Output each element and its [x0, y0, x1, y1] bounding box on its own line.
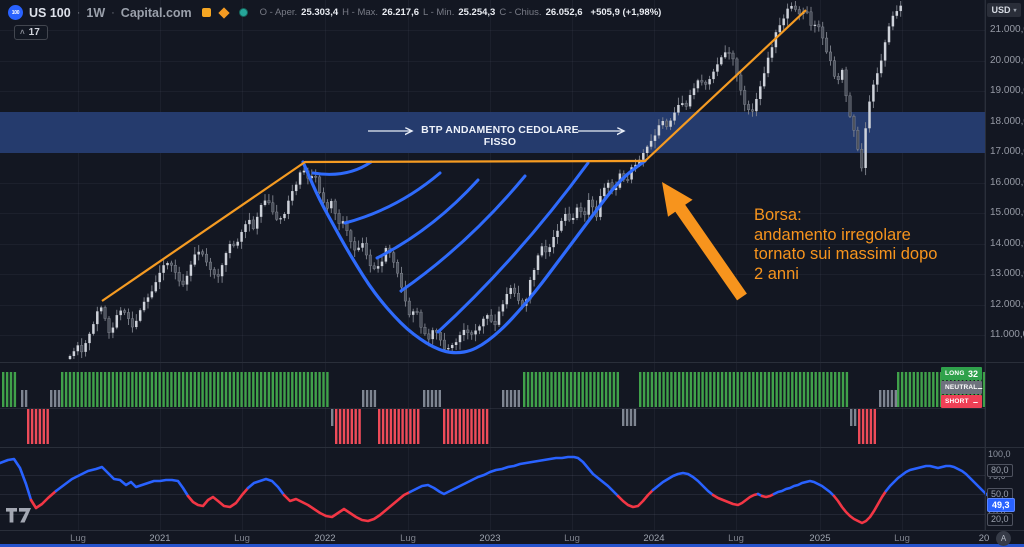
oscillator-axis-label: 80,0	[987, 464, 1013, 477]
note-line: 2 anni	[754, 264, 799, 283]
chevron-down-icon: ˄	[20, 28, 25, 37]
ohlc-value: 25.254,3	[458, 7, 496, 18]
ohlc-row: O - Aper. 25.303,4 H - Max. 26.217,6 L - Min…	[260, 7, 583, 18]
indicator-count: 17	[28, 27, 40, 38]
signal-badge: LONG 32	[941, 367, 982, 380]
symbol-logo: 100	[8, 5, 23, 20]
price-axis-label: 11.000,0	[990, 329, 1024, 340]
time-axis-label: 2024	[643, 533, 665, 544]
orange-trendline	[101, 9, 807, 302]
price-axis-label: 16.000,0	[990, 177, 1024, 188]
signal-badge-label: NEUTRAL	[945, 384, 978, 391]
signal-badge-value: –	[972, 396, 978, 407]
time-axis-label: 2025	[809, 533, 831, 544]
time-axis-label: Lug	[234, 533, 250, 544]
signal-badge-value: 32	[967, 368, 978, 379]
time-axis-label: 2021	[149, 533, 171, 544]
signal-badge: NEUTRAL –	[941, 381, 982, 394]
time-axis-label: 20	[978, 533, 990, 544]
ohlc-value: 26.217,6	[382, 7, 420, 18]
oscillator-layer	[0, 455, 992, 525]
note-line: andamento irregolare	[754, 225, 911, 244]
note-line: tornato sui massimi dopo	[754, 245, 938, 263]
candlestick-layer	[68, 1, 902, 360]
time-axis-label: 2023	[479, 533, 501, 544]
oscillator-axis-label: 20,0	[987, 513, 1013, 526]
signal-badge-value: –	[977, 382, 983, 393]
signal-badge: SHORT –	[941, 395, 982, 408]
currency-label: USD	[991, 5, 1011, 15]
bottom-accent-bar	[0, 544, 1024, 547]
price-axis-label: 19.000,0	[990, 85, 1024, 96]
dot-icon[interactable]	[238, 8, 248, 17]
price-axis-label: 17.000,0	[990, 146, 1024, 157]
exchange-label: Capital.com	[120, 5, 192, 20]
ohlc-value: 25.303,4	[301, 7, 339, 18]
band-annotation-label: BTP ANDAMENTO CEDOLARE FISSO	[421, 124, 579, 148]
indicators-collapse-chip[interactable]: ˄ 17	[14, 25, 48, 40]
price-change: +505,9 (+1,98%)	[590, 7, 662, 18]
price-axis-label: 14.000,0	[990, 238, 1024, 249]
ohlc-label: H - Max.	[342, 7, 379, 18]
signal-status-badges: LONG 32 NEUTRAL – SHORT –	[941, 367, 982, 409]
time-axis-label: Lug	[894, 533, 910, 544]
separator: ·	[111, 6, 115, 19]
time-axis-label: Lug	[728, 533, 744, 544]
ohlc-label: C - Chius.	[499, 7, 542, 18]
signal-badge-label: SHORT	[945, 398, 969, 405]
tradingview-watermark	[6, 508, 31, 523]
interval-label[interactable]: 1W	[86, 5, 106, 20]
time-axis-label: Lug	[564, 533, 580, 544]
price-axis-label: 18.000,0	[990, 116, 1024, 127]
note-line: Borsa:	[754, 206, 802, 224]
flag-square-icon[interactable]	[201, 8, 211, 17]
diamond-icon[interactable]	[217, 6, 230, 19]
ohlc-label: L - Min.	[423, 7, 455, 18]
time-axis-label: Lug	[400, 533, 416, 544]
currency-button[interactable]: USD ▾	[987, 3, 1021, 17]
symbol-header[interactable]: 100 US 100 · 1W · Capital.com O - Aper. 2…	[8, 5, 661, 20]
separator: ·	[76, 6, 81, 19]
oscillator-axis-label: 49,3	[987, 498, 1015, 512]
signal-badge-label: LONG	[945, 370, 965, 377]
symbol-name[interactable]: US 100	[29, 5, 71, 20]
orange-annotation-arrow	[662, 182, 747, 301]
btp-band	[0, 112, 985, 153]
ohlc-value: 26.052,6	[545, 7, 583, 18]
pane-borders	[0, 0, 1024, 531]
blue-cup-and-fan-lines	[301, 159, 647, 355]
auto-scale-button[interactable]: A	[996, 531, 1011, 546]
price-axis-label: 12.000,0	[990, 299, 1024, 310]
time-axis-label: 2022	[314, 533, 336, 544]
price-axis-label: 15.000,0	[990, 207, 1024, 218]
borsa-note: Borsa: andamento irregolare tornato sui …	[754, 206, 937, 284]
caret-down-icon: ▾	[1013, 7, 1017, 14]
gridlines	[0, 0, 985, 530]
price-axis-label: 20.000,0	[990, 55, 1024, 66]
time-axis-label: Lug	[70, 533, 86, 544]
price-axis-label: 21.000,0	[990, 24, 1024, 35]
oscillator-axis-label: 100,0	[988, 449, 1011, 459]
ohlc-label: O - Aper.	[259, 7, 298, 18]
price-axis-label: 13.000,0	[990, 268, 1024, 279]
